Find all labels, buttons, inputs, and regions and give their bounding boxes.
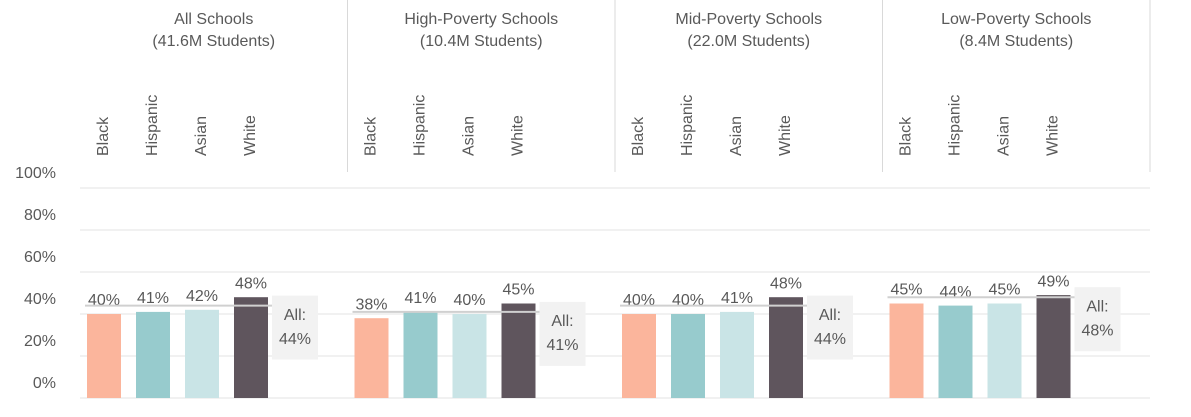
category-label: Black [95,116,112,156]
value-label: 40% [453,292,485,309]
group-subtitle: (10.4M Students) [420,33,543,50]
reference-label: 44% [279,331,311,348]
value-label: 45% [502,282,534,299]
value-label: 40% [672,292,704,309]
group-title: All Schools [174,11,253,28]
category-label: Asian [728,116,745,156]
category-label: Hispanic [412,95,429,156]
value-label: 45% [890,282,922,299]
bar [452,314,487,398]
value-label: 41% [404,290,436,307]
category-label: Hispanic [947,95,964,156]
bar [720,311,754,398]
bar [938,305,973,398]
bar [136,311,170,398]
value-label: 41% [721,290,753,307]
value-label: 42% [186,288,218,305]
group-subtitle: (8.4M Students) [959,33,1073,50]
bar [987,303,1022,398]
category-label: Black [363,116,380,156]
group-subtitle: (22.0M Students) [687,33,810,50]
reference-prefix: All: [551,313,573,330]
category-label: White [242,115,259,156]
category-label: Asian [193,116,210,156]
reference-box [539,301,586,366]
bar [1036,295,1071,398]
group-title: Mid-Poverty Schools [675,11,822,28]
category-label: White [777,115,794,156]
reference-label: 48% [1081,322,1113,339]
category-label: Hispanic [144,95,161,156]
value-label: 48% [770,275,802,292]
bar [87,314,121,398]
value-label: 49% [1037,273,1069,290]
bar [354,318,389,398]
reference-prefix: All: [819,307,841,324]
value-label: 48% [235,275,267,292]
bar [769,297,803,398]
group-title: Low-Poverty Schools [941,11,1091,28]
category-label: Asian [461,116,478,156]
category-label: White [1045,115,1062,156]
y-tick-label: 0% [33,375,56,392]
value-label: 38% [355,296,387,313]
bar [889,303,924,398]
reference-label: 41% [546,337,578,354]
group-subtitle: (41.6M Students) [152,33,275,50]
reference-label: 44% [814,331,846,348]
bar [403,311,438,398]
y-tick-label: 20% [24,333,56,350]
value-label: 41% [137,290,169,307]
reference-box [272,295,318,360]
value-label: 40% [623,292,655,309]
category-label: White [510,115,527,156]
bar [622,314,656,398]
category-label: Black [898,116,915,156]
category-label: Asian [996,116,1013,156]
bar [234,297,268,398]
bar [671,314,705,398]
y-tick-label: 60% [24,249,56,266]
value-label: 44% [939,284,971,301]
category-label: Hispanic [679,95,696,156]
reference-prefix: All: [284,307,306,324]
y-tick-label: 80% [24,207,56,224]
value-label: 40% [88,292,120,309]
group-title: High-Poverty Schools [404,11,558,28]
bar [501,303,536,398]
y-tick-label: 40% [24,291,56,308]
category-label: Black [630,116,647,156]
bar [185,309,219,398]
reference-box [1074,287,1121,352]
value-label: 45% [988,282,1020,299]
reference-box [807,295,853,360]
y-tick-label: 100% [15,165,56,182]
reference-prefix: All: [1086,298,1108,315]
